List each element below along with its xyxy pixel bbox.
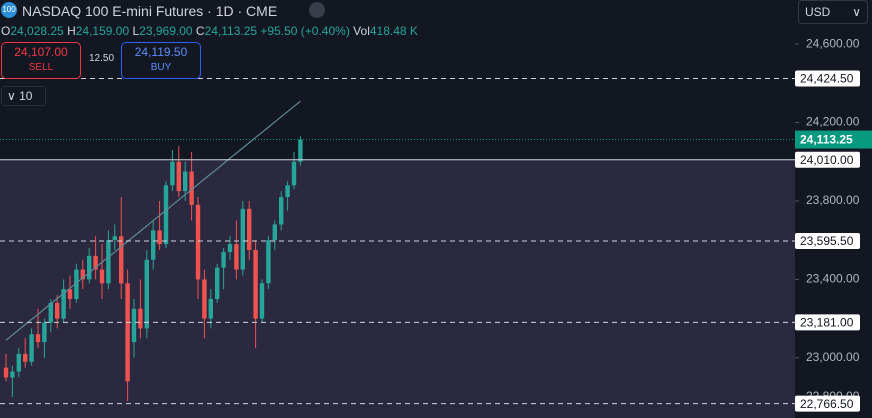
y-tick-label: 23,400.00 — [806, 272, 860, 286]
sell-label: SELL — [28, 62, 54, 73]
currency-select[interactable]: USD ∨ — [798, 0, 868, 24]
y-tick-label: 24,200.00 — [806, 115, 860, 129]
candle-body — [35, 334, 41, 343]
moving-average — [5, 100, 301, 341]
y-tick-label: 23,000.00 — [806, 350, 860, 364]
price-axis — [795, 0, 872, 418]
range-shade — [0, 159, 795, 418]
vol-label: Vol — [353, 24, 370, 38]
candle-body — [61, 289, 66, 319]
symbol-title[interactable]: NASDAQ 100 E-mini Futures · 1D · CME — [22, 3, 278, 19]
price-line-tag — [795, 233, 860, 250]
candle-body — [119, 236, 124, 284]
candle-body — [151, 230, 156, 260]
indicator-toggle[interactable]: ∨ 10 — [1, 86, 46, 106]
l-label: L — [132, 24, 140, 38]
candle-body — [93, 255, 98, 270]
candle-body — [259, 283, 265, 319]
price-line-label: 23,595.50 — [800, 234, 854, 248]
candle-body — [183, 171, 188, 192]
candle-body — [42, 322, 47, 343]
current-price-tag — [795, 130, 872, 149]
candle-body — [3, 367, 9, 378]
candle-body — [112, 236, 117, 241]
sell-price: 24,107.00 — [14, 45, 68, 59]
candle-body — [240, 208, 245, 270]
candle-body — [16, 353, 21, 372]
price-line-tag — [795, 70, 860, 87]
candle-body — [144, 259, 149, 329]
change: +95.50 (+0.40%) — [260, 24, 350, 38]
candle-body — [138, 308, 143, 329]
spread: 12.50 — [89, 53, 115, 64]
candle-body — [74, 269, 79, 299]
candle-body — [87, 255, 92, 280]
candle-body — [189, 171, 194, 205]
candle-body — [67, 289, 73, 299]
candle-body — [234, 244, 239, 270]
candle-body — [80, 269, 85, 280]
candle-body — [48, 302, 53, 323]
candle-body — [285, 185, 290, 198]
y-tick-label: 24,600.00 — [806, 36, 860, 50]
h-label: H — [67, 24, 76, 38]
candle-body — [202, 279, 207, 319]
candle-body — [279, 197, 284, 225]
indicator-length: 10 — [19, 89, 33, 103]
ohlc-row: O24,028.25 H24,159.00 L23,969.00 C24,113… — [1, 24, 418, 38]
c-value: 24,113.25 — [204, 24, 258, 38]
candle-body — [266, 240, 271, 284]
buy-label: BUY — [150, 62, 172, 73]
buy-button[interactable]: 24,119.50 BUY — [121, 42, 201, 79]
current-price-label: 24,113.25 — [800, 133, 853, 147]
candle-body — [170, 161, 175, 186]
volume: 418.48 K — [369, 24, 418, 38]
symbol-badge: 100 — [1, 2, 17, 18]
price-line-tag — [795, 395, 860, 412]
candle-body — [99, 269, 105, 284]
candle-body — [125, 283, 130, 382]
currency: USD — [805, 5, 831, 19]
candle-body — [298, 139, 303, 162]
candle-body — [272, 224, 277, 241]
price-line-tag — [795, 151, 860, 168]
y-tick-label: 23,800.00 — [806, 193, 860, 207]
candle-body — [247, 208, 252, 250]
o-value: 24,028.25 — [10, 24, 64, 38]
candle-body — [23, 353, 28, 362]
price-line-label: 22,766.50 — [800, 397, 854, 411]
candle-body — [157, 230, 162, 245]
candle-body — [208, 298, 213, 319]
candle-body — [29, 334, 34, 362]
collapse-button[interactable] — [309, 2, 325, 18]
price-line-tag — [795, 314, 860, 331]
h-value: 24,159.00 — [75, 24, 130, 38]
price-line-label: 23,181.00 — [800, 315, 854, 329]
candle-body — [215, 267, 220, 299]
sell-button[interactable]: 24,107.00 SELL — [1, 42, 81, 79]
candle-body — [221, 251, 226, 268]
candle-body — [291, 161, 297, 186]
l-value: 23,969.00 — [139, 24, 193, 38]
candle-body — [227, 244, 233, 252]
c-label: C — [195, 24, 205, 38]
buy-price: 24,119.50 — [134, 45, 188, 59]
candle-body — [10, 371, 15, 378]
candle-body — [195, 204, 201, 280]
candle-body — [131, 308, 137, 343]
price-line-label: 24,424.50 — [800, 72, 854, 86]
candle-body — [253, 249, 258, 319]
candle-body — [163, 185, 169, 245]
candle-body — [55, 302, 60, 319]
price-line-label: 24,010.00 — [800, 153, 854, 167]
o-label: O — [1, 24, 11, 38]
candle-body — [176, 161, 181, 192]
candle-body — [106, 240, 111, 284]
